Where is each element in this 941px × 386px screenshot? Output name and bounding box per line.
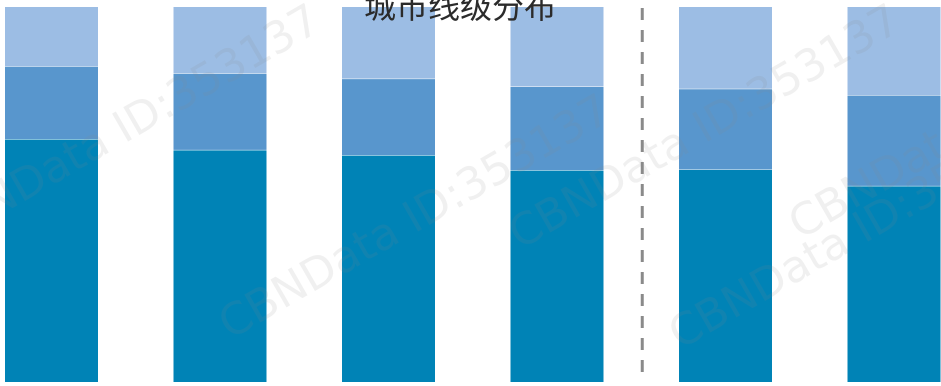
bar-2-segment-0 [342,155,435,382]
bar-4-segment-1 [679,88,772,170]
chart-title: 城市线级分布 [364,0,556,26]
bar-4-segment-2 [679,7,772,89]
bar-1-segment-1 [173,73,267,150]
bar-2-segment-1 [342,78,435,156]
bars-layer [5,7,941,382]
bar-3-segment-1 [510,86,604,171]
bar-0-segment-1 [5,66,98,139]
bar-3-segment-2 [510,7,604,87]
bar-5-segment-0 [847,185,941,382]
bar-5-segment-2 [847,7,941,96]
bar-3-segment-0 [510,170,604,382]
bar-1-segment-0 [173,149,267,382]
bar-4-segment-0 [679,169,772,382]
bar-0-segment-2 [5,7,98,67]
bar-2-segment-2 [342,7,435,79]
bar-5-segment-1 [847,95,941,186]
bar-0-segment-0 [5,139,98,382]
bar-1-segment-2 [173,7,267,74]
